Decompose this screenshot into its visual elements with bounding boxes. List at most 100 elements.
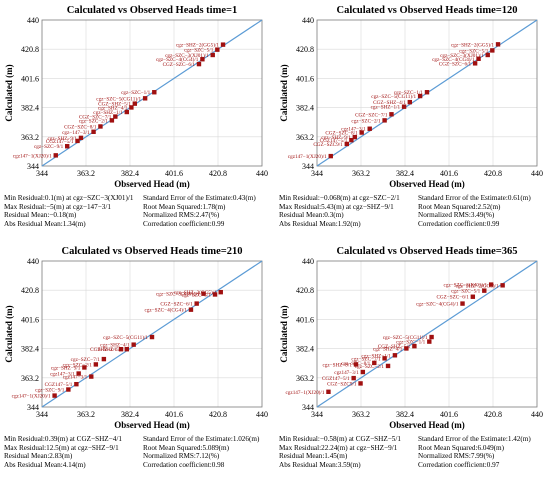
data-point — [52, 393, 57, 398]
point-label: cgz−SZC−4(CG4)/1 — [416, 301, 459, 308]
y-tick-label: 382.4 — [21, 104, 39, 113]
stat-line: Normalized RMS:7.12(%) — [143, 452, 220, 461]
data-point — [392, 353, 398, 358]
data-point — [74, 381, 79, 387]
stat-line: Min Residual:0.39(m) at CGZ−SHZ−4/1 — [4, 435, 122, 443]
stat-line: Standard Error of the Estimate:1.026(m) — [143, 435, 260, 443]
data-point — [385, 363, 391, 369]
point-label: CGZ−SZC−8/1 — [325, 131, 358, 137]
data-point — [472, 61, 478, 66]
data-point — [65, 144, 70, 149]
chart-title: Calculated vs Observed Heads time=1 — [67, 5, 237, 16]
data-point — [196, 61, 202, 67]
data-point — [131, 342, 136, 347]
point-label: cgz−SZC−5/1 — [451, 289, 481, 295]
stat-line: Corredation coefficient:0.97 — [418, 460, 500, 469]
point-label: cgz−SZC−5(CG11)/1 — [103, 334, 148, 341]
data-point — [220, 42, 226, 47]
stat-line: Corredation coefficient:0.98 — [143, 460, 225, 469]
point-label: cgz−SZC−1/1 — [121, 90, 151, 96]
data-point — [78, 135, 84, 141]
data-point — [460, 301, 465, 306]
stat-line: Residual Mean:1.45(m) — [279, 452, 348, 461]
point-label: cgz−SZC−2/1 — [351, 118, 381, 124]
y-axis-label: Calculated (m) — [4, 64, 14, 121]
point-label: cgz−SHZ−1/1 — [361, 353, 391, 359]
data-point — [485, 52, 490, 58]
x-tick-label: 401.6 — [165, 410, 183, 419]
data-point — [91, 129, 96, 134]
point-label: cgz−SHZ−4/1 — [98, 105, 128, 111]
stat-line: Min Residual:−0.58(m) at CGZ−SHZ−5/1 — [279, 435, 401, 443]
y-tick-label: 420.8 — [296, 45, 314, 54]
data-point — [113, 114, 118, 119]
data-point — [124, 347, 129, 352]
stat-line: Normalized RMS:2.47(%) — [143, 211, 220, 220]
point-label: CGZ−SZC−8/1 — [64, 124, 97, 130]
x-tick-label: 344 — [311, 410, 323, 419]
data-point — [118, 347, 124, 352]
data-point — [482, 288, 487, 293]
x-tick-label: 420.8 — [484, 169, 502, 178]
y-tick-label: 440 — [302, 257, 314, 266]
stat-line: Min Residual:0.1(m) at cgz−SZC−3(XJ01)/1 — [4, 194, 134, 202]
data-point — [412, 343, 417, 349]
x-tick-label: 440 — [531, 169, 543, 178]
data-point — [200, 57, 205, 62]
point-label: CGZ147−5/1 — [46, 139, 74, 145]
stat-line: Max Residual:12.5(m) at cgz−SHZ−9/1 — [4, 443, 119, 452]
data-point — [417, 93, 423, 99]
x-axis-label: Observed Head (m) — [389, 420, 465, 430]
chart-panel-1: Calculated vs Observed Heads time=1 344 36… — [0, 0, 275, 241]
scatter-chart-3: Calculated vs Observed Heads time=210 344… — [4, 246, 268, 430]
point-label: cgz−SZC−9/1 — [35, 388, 65, 394]
point-label: CGZ−SZC−7/1 — [355, 112, 388, 118]
point-label: cgz−SZC−5/1 — [184, 48, 214, 54]
chart-panel-4: Calculated vs Observed Heads time=365 344… — [275, 241, 550, 482]
y-tick-label: 440 — [27, 257, 39, 266]
plot-frame — [316, 260, 538, 408]
data-point — [212, 292, 218, 297]
y-tick-label: 382.4 — [296, 104, 314, 113]
data-point — [188, 307, 194, 312]
x-tick-label: 440 — [256, 410, 268, 419]
stat-line: Root Mean Squared:1.78(m) — [143, 202, 226, 211]
data-point — [75, 138, 80, 144]
stat-line: Residual Mean:2.83(m) — [4, 452, 73, 461]
data-point — [404, 346, 409, 351]
x-tick-label: 344 — [36, 169, 48, 178]
stat-line: Standard Error of the Estimate:0.61(m) — [418, 194, 531, 202]
chart-panel-2: Calculated vs Observed Heads time=120 344… — [275, 0, 550, 241]
point-label: CGZ147−5/1 — [320, 138, 348, 144]
data-point — [101, 356, 107, 362]
data-point — [401, 104, 407, 109]
data-point — [344, 141, 349, 147]
data-point — [89, 374, 94, 379]
stat-line: Normalized RMS:7.99(%) — [418, 452, 495, 461]
y-axis-label: Calculated (m) — [279, 64, 289, 121]
y-tick-label: 344 — [302, 403, 314, 412]
point-label: cgz147−1(XJ20)/1 — [286, 389, 325, 396]
point-label: CGZ−SZC9/1 — [327, 381, 357, 387]
point-label: cgz−SZC−4(CG4)/1 — [432, 56, 475, 63]
point-label: CGZ147−5/1 — [322, 376, 350, 382]
x-axis-label: Observed Head (m) — [114, 179, 190, 189]
x-tick-label: 401.6 — [440, 169, 458, 178]
stat-line: Standard Error of the Estimate:0.43(m) — [143, 194, 256, 202]
data-point — [215, 47, 220, 52]
point-label: cgz−SZC−4(CG4)/1 — [156, 56, 199, 63]
reference-line — [41, 260, 263, 408]
chart-title: Calculated vs Observed Heads time=120 — [337, 5, 518, 16]
point-label: cgz−SZC−3(XJ01)/1 — [440, 52, 484, 59]
y-tick-label: 363.2 — [21, 374, 39, 383]
data-point — [152, 90, 157, 95]
point-label: CGZ−SZC−7/1 — [79, 115, 112, 121]
point-label: cgz−SHZ−4/1 — [373, 346, 403, 352]
stats-right-4: Standard Error of the Estimate:1.42(m) R… — [418, 435, 531, 469]
stat-line: Abs Residual Mean:4.14(m) — [4, 460, 86, 469]
point-label: cgz−SZC−1/1 — [396, 340, 426, 346]
point-label: CGZ−SZC−6/1 — [160, 302, 193, 308]
scatter-chart-1: Calculated vs Observed Heads time=1 344 36… — [4, 5, 268, 189]
x-axis-label: Observed Head (m) — [114, 420, 190, 430]
data-point — [495, 42, 501, 47]
